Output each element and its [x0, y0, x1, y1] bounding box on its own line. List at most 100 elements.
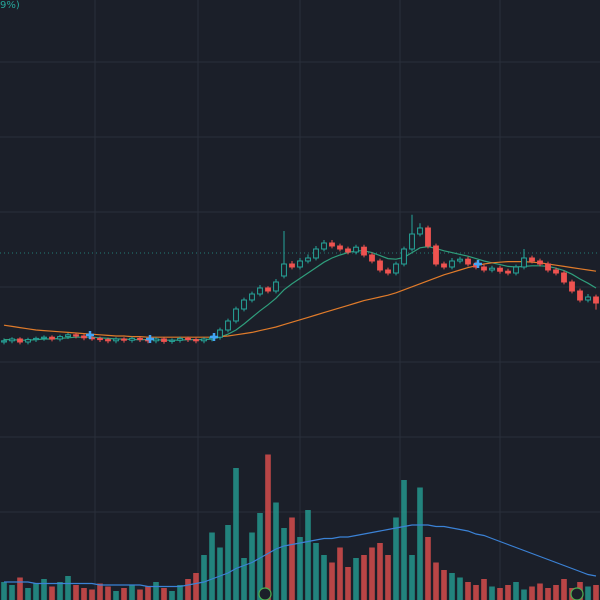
candle-body [545, 263, 551, 271]
volume-bar [145, 586, 151, 600]
candle-body [81, 335, 87, 339]
signal-marker [86, 331, 94, 339]
volume-bar [521, 589, 527, 600]
candle-body [169, 339, 175, 342]
candle-body [417, 227, 423, 235]
volume-bar [113, 591, 119, 600]
candle-body [201, 338, 207, 342]
candle-body [185, 337, 191, 341]
volume-bar [217, 547, 223, 600]
candle-body [97, 337, 103, 341]
candle-body [321, 242, 327, 250]
candle-body [441, 263, 447, 268]
candle-body [233, 308, 239, 322]
volume-bar [377, 543, 383, 600]
candle-body [305, 257, 311, 262]
volume-bar [401, 480, 407, 600]
volume-bar [257, 513, 263, 600]
volume-bar [177, 585, 183, 600]
candle-body [513, 266, 519, 274]
volume-bar [561, 579, 567, 600]
volume-bar [545, 588, 551, 600]
volume-bar [553, 585, 559, 600]
candle-body [193, 339, 199, 342]
candle-body [113, 338, 119, 342]
volume-bar [441, 570, 447, 600]
volume-bar [457, 577, 463, 600]
volume-bar [593, 585, 599, 600]
candle-body [225, 320, 231, 331]
candle-body [497, 267, 503, 272]
candle-body [585, 296, 591, 301]
candle-body [17, 338, 23, 343]
candle-body [353, 246, 359, 253]
volume-bar [161, 588, 167, 600]
candle-body [73, 334, 79, 337]
candle-body [449, 260, 455, 268]
volume-bar [225, 525, 231, 600]
volume-bar [329, 562, 335, 600]
candle-body [265, 287, 271, 292]
signal-marker [146, 335, 154, 343]
candle-body [137, 337, 143, 341]
candle-body [121, 338, 127, 341]
candle-body [313, 248, 319, 259]
candle-body [537, 260, 543, 265]
candle-body [385, 269, 391, 274]
volume-bar [489, 586, 495, 600]
legend-fragment: 9%) [0, 0, 20, 11]
volume-bar [185, 579, 191, 600]
volume-bar [497, 588, 503, 600]
volume-bar [321, 555, 327, 600]
candle-body [457, 258, 463, 262]
volume-bar [337, 547, 343, 600]
candle-body [257, 287, 263, 295]
volume-bar [241, 558, 247, 600]
volume-bar [233, 468, 239, 600]
volume-bar [385, 555, 391, 600]
volume-bar [129, 585, 135, 600]
volume-bar [513, 582, 519, 600]
candle-body [273, 281, 279, 292]
candle-body [65, 334, 71, 338]
candle-body [329, 242, 335, 247]
candle-body [505, 270, 511, 274]
candle-body [393, 263, 399, 274]
candle-body [337, 245, 343, 250]
volume-bar [393, 517, 399, 600]
volume-bar [369, 547, 375, 600]
candle-body [1, 340, 7, 343]
candle-body [9, 338, 15, 342]
volume-bar [481, 579, 487, 600]
volume-bar [305, 510, 311, 600]
volume-bar [57, 582, 63, 600]
volume-bar [313, 543, 319, 600]
volume-bar [169, 591, 175, 600]
candle-body [521, 257, 527, 268]
volume-bar [73, 585, 79, 600]
candle-body [345, 248, 351, 253]
signal-marker [210, 333, 218, 341]
candle-body [105, 339, 111, 342]
candle-body [49, 336, 55, 340]
candle-body [433, 245, 439, 265]
candle-body [409, 233, 415, 250]
volume-bar [409, 555, 415, 600]
volume-bar [425, 537, 431, 600]
candle-body [57, 336, 63, 340]
candle-body [425, 227, 431, 247]
volume-bar [121, 588, 127, 600]
candle-body [129, 337, 135, 341]
volume-bar [281, 528, 287, 600]
volume-bar [81, 588, 87, 600]
volume-bar [473, 585, 479, 600]
volume-bar [209, 532, 215, 600]
candle-body [577, 290, 583, 301]
volume-bar [49, 586, 55, 600]
candle-body [569, 281, 575, 292]
volume-bar [433, 562, 439, 600]
candle-body [593, 296, 599, 304]
volume-bar [505, 585, 511, 600]
